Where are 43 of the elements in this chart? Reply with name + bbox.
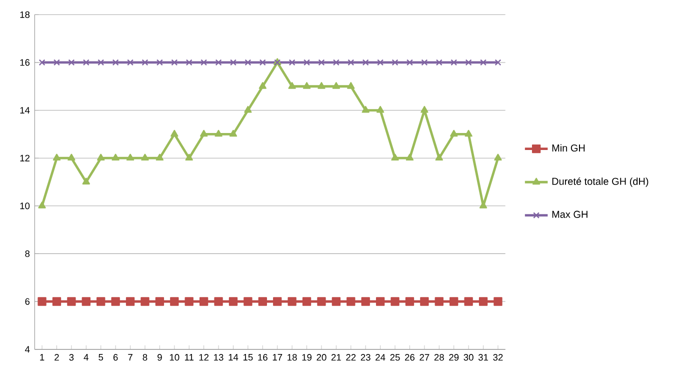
x-tick-label: 25 [390, 354, 400, 361]
x-tick-label: 1 [40, 354, 44, 360]
x-tick-label: 23 [360, 354, 370, 361]
x-tick-label: 7 [128, 354, 132, 360]
x-tick-label: 19 [302, 354, 312, 361]
y-tick-label: 10 [20, 202, 30, 210]
y-tick-label: 12 [20, 154, 30, 162]
y-tick-label: 4 [24, 346, 30, 353]
x-tick-label: 15 [243, 354, 253, 361]
x-tick-label: 4 [84, 354, 88, 360]
x-tick-label: 6 [113, 354, 118, 361]
y-tick-label: 16 [20, 59, 30, 66]
legend-label: Max GH [552, 210, 588, 218]
x-tick-label: 10 [170, 354, 180, 361]
x-tick-label: 5 [98, 354, 104, 361]
x-tick-label: 21 [331, 354, 341, 361]
x-tick-label: 18 [288, 354, 297, 361]
x-tick-label: 11 [184, 354, 194, 360]
x-tick-label: 13 [214, 354, 224, 361]
x-tick-label: 12 [199, 354, 209, 361]
x-tick-label: 27 [420, 354, 430, 361]
x-tick-label: 26 [405, 354, 414, 361]
x-tick-label: 28 [434, 354, 444, 361]
y-tick-label: 14 [20, 107, 30, 114]
x-tick-label: 29 [449, 354, 459, 361]
legend-label: Min GH [552, 144, 585, 152]
x-tick-label: 30 [464, 354, 474, 361]
legend-label: Dureté totale GH (dH) [552, 177, 648, 187]
y-tick-label: 6 [25, 298, 30, 305]
x-tick-label: 3 [69, 354, 74, 361]
x-tick-label: 9 [158, 354, 162, 361]
x-tick-label: 8 [142, 354, 148, 361]
x-tick-label: 2 [54, 354, 59, 361]
y-tick-label: 18 [20, 11, 30, 18]
x-tick-label: 22 [346, 354, 356, 361]
x-tick-label: 24 [376, 354, 386, 361]
x-tick-label: 17 [272, 354, 282, 360]
x-tick-label: 16 [258, 354, 268, 361]
x-tick-label: 32 [493, 354, 503, 361]
y-tick-label: 8 [25, 250, 30, 257]
x-tick-label: 14 [228, 354, 238, 360]
x-tick-label: 31 [478, 354, 488, 361]
x-tick-label: 20 [316, 354, 326, 361]
